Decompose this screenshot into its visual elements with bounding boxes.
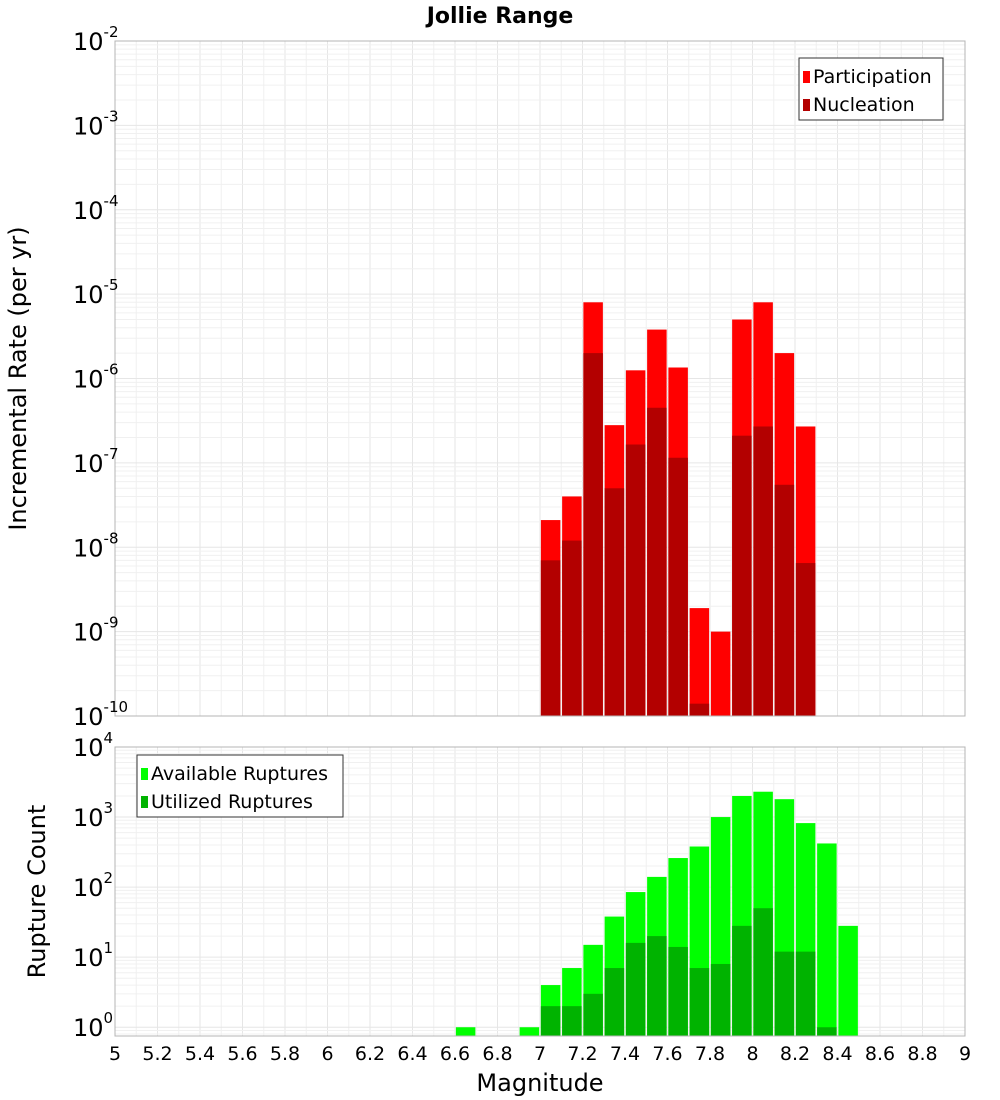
bar-utilized-ruptures bbox=[753, 908, 773, 1036]
x-tick-label: 7.6 bbox=[652, 1043, 682, 1065]
bar-nucleation bbox=[562, 540, 582, 716]
bar-nucleation bbox=[753, 426, 773, 716]
top-y-axis-label: Incremental Rate (per yr) bbox=[4, 226, 32, 530]
y-tick-label: 10-3 bbox=[73, 107, 119, 140]
y-tick-label: 10-8 bbox=[73, 529, 119, 562]
bar-utilized-ruptures bbox=[562, 1006, 582, 1036]
top-legend: Participation Nucleation bbox=[798, 57, 944, 121]
bar-utilized-ruptures bbox=[774, 951, 795, 1036]
y-tick-label: 103 bbox=[73, 799, 113, 832]
bottom-y-axis-ticks: 100 101 102 103 104 bbox=[73, 729, 113, 1042]
x-tick-label: 5.8 bbox=[270, 1043, 300, 1065]
bar-participation bbox=[710, 631, 731, 716]
legend-entry: Participation bbox=[813, 66, 932, 88]
bar-available-ruptures bbox=[838, 925, 858, 1036]
x-tick-label: 7 bbox=[534, 1043, 546, 1065]
bar-nucleation bbox=[795, 563, 816, 716]
bottom-legend: Available Ruptures Utilized Ruptures bbox=[136, 754, 344, 818]
bar-available-ruptures bbox=[455, 1027, 476, 1036]
y-tick-label: 10-5 bbox=[73, 276, 119, 309]
bar-nucleation bbox=[540, 560, 561, 716]
legend-swatch bbox=[803, 71, 810, 83]
top-plot-area bbox=[114, 40, 966, 717]
x-axis-label: Magnitude bbox=[476, 1069, 603, 1097]
x-axis-ticks: 5 5.2 5.4 5.6 5.8 6 6.2 6.4 6.6 6.8 7 7.2 7.4 7.6 7.8 8… bbox=[109, 1043, 971, 1065]
bar-utilized-ruptures bbox=[795, 951, 816, 1036]
x-tick-label: 8 bbox=[746, 1043, 758, 1065]
x-tick-label: 7.8 bbox=[695, 1043, 725, 1065]
x-tick-label: 8.6 bbox=[865, 1043, 895, 1065]
bar-utilized-ruptures bbox=[710, 963, 731, 1036]
x-tick-label: 9 bbox=[959, 1043, 971, 1065]
legend-entry: Available Ruptures bbox=[151, 763, 328, 785]
bar-utilized-ruptures bbox=[689, 968, 710, 1036]
bar-utilized-ruptures bbox=[625, 942, 646, 1036]
bottom-plot-bars bbox=[455, 791, 858, 1036]
bar-available-ruptures bbox=[519, 1027, 540, 1036]
chart-title: Jollie Range bbox=[425, 4, 574, 29]
bar-utilized-ruptures bbox=[817, 1027, 837, 1036]
top-plot-grid bbox=[114, 40, 966, 717]
bar-utilized-ruptures bbox=[732, 925, 752, 1036]
x-tick-label: 8.4 bbox=[822, 1043, 852, 1065]
bottom-y-axis-label: Rupture Count bbox=[23, 805, 51, 979]
legend-swatch bbox=[141, 768, 148, 780]
x-tick-label: 6 bbox=[321, 1043, 333, 1065]
y-tick-label: 10-7 bbox=[73, 445, 119, 478]
x-tick-label: 6.2 bbox=[355, 1043, 385, 1065]
x-tick-label: 5.4 bbox=[185, 1043, 215, 1065]
legend-entry: Nucleation bbox=[813, 94, 915, 116]
legend-box bbox=[136, 754, 344, 818]
x-tick-label: 5 bbox=[109, 1043, 121, 1065]
bar-utilized-ruptures bbox=[583, 993, 603, 1036]
bar-nucleation bbox=[668, 457, 688, 716]
legend-entry: Utilized Ruptures bbox=[151, 791, 313, 813]
x-tick-label: 7.2 bbox=[567, 1043, 597, 1065]
y-tick-label: 10-4 bbox=[73, 192, 119, 225]
x-tick-label: 6.6 bbox=[440, 1043, 470, 1065]
y-tick-label: 100 bbox=[73, 1009, 113, 1042]
bar-nucleation bbox=[625, 444, 646, 716]
bar-utilized-ruptures bbox=[604, 968, 625, 1036]
y-tick-label: 104 bbox=[73, 729, 113, 762]
bar-available-ruptures bbox=[817, 843, 837, 1036]
bar-nucleation bbox=[647, 407, 667, 716]
bar-nucleation bbox=[774, 484, 795, 716]
y-tick-label: 10-10 bbox=[73, 698, 128, 731]
bar-utilized-ruptures bbox=[647, 936, 667, 1036]
bar-nucleation bbox=[604, 488, 625, 716]
y-tick-label: 10-6 bbox=[73, 361, 119, 394]
x-tick-label: 8.8 bbox=[907, 1043, 937, 1065]
bar-nucleation bbox=[583, 353, 603, 716]
bar-utilized-ruptures bbox=[668, 946, 688, 1036]
bar-utilized-ruptures bbox=[540, 1006, 561, 1036]
legend-box bbox=[798, 57, 944, 121]
x-tick-label: 5.2 bbox=[142, 1043, 172, 1065]
x-tick-label: 7.4 bbox=[610, 1043, 640, 1065]
y-tick-label: 101 bbox=[73, 939, 113, 972]
bar-nucleation bbox=[732, 435, 752, 716]
x-tick-label: 5.6 bbox=[227, 1043, 257, 1065]
y-tick-label: 102 bbox=[73, 869, 113, 902]
x-tick-label: 6.4 bbox=[397, 1043, 427, 1065]
y-tick-label: 10-2 bbox=[73, 23, 119, 56]
legend-swatch bbox=[141, 796, 148, 808]
y-tick-label: 10-9 bbox=[73, 614, 119, 647]
top-plot-bars bbox=[540, 302, 816, 716]
bar-participation bbox=[689, 608, 710, 716]
legend-swatch bbox=[803, 99, 810, 111]
x-tick-label: 8.2 bbox=[780, 1043, 810, 1065]
bar-nucleation bbox=[689, 703, 710, 716]
x-tick-label: 6.8 bbox=[482, 1043, 512, 1065]
bottom-plot-area bbox=[114, 746, 966, 1037]
